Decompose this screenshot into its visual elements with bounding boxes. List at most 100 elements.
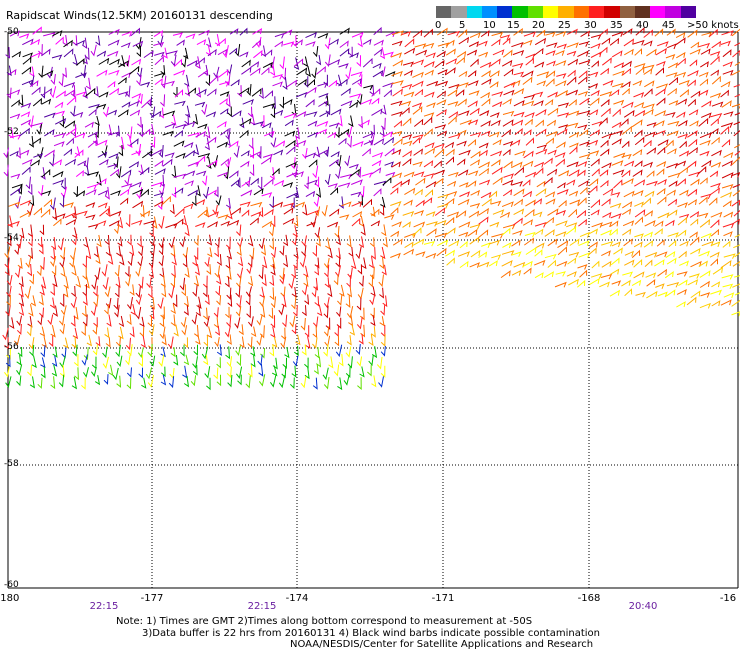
wind-barb	[384, 161, 394, 168]
wind-barb	[63, 82, 76, 88]
wind-barb	[734, 292, 740, 296]
wind-barb	[415, 49, 428, 56]
wind-barb	[391, 40, 403, 47]
wind-barb	[382, 295, 388, 308]
wind-barb	[185, 33, 196, 40]
wind-barb	[591, 60, 599, 68]
wind-barb	[350, 71, 363, 78]
wind-barb	[328, 356, 334, 369]
wind-barb	[403, 171, 415, 178]
wind-barb	[215, 325, 221, 336]
wind-barb	[28, 75, 35, 88]
wind-barb	[731, 299, 740, 307]
wind-barb	[31, 355, 37, 369]
wind-barb	[258, 237, 265, 250]
wind-barb	[624, 259, 635, 266]
wind-barb	[59, 294, 65, 308]
wind-barb	[621, 169, 631, 178]
wind-barb	[110, 190, 121, 196]
colorbar-segment	[680, 6, 697, 18]
lat-label: -58	[4, 459, 19, 469]
wind-barb	[436, 108, 447, 117]
wind-barb	[40, 208, 51, 218]
wind-barb	[167, 336, 174, 350]
wind-barb	[317, 82, 328, 88]
wind-barb	[46, 66, 53, 79]
wind-barb	[459, 119, 472, 126]
wind-barb	[323, 95, 329, 106]
wind-barb	[621, 279, 631, 287]
pass-time-label: 22:15	[247, 601, 277, 612]
wind-barb	[392, 180, 403, 189]
wind-barb	[666, 189, 676, 196]
wind-barb	[665, 72, 678, 78]
wind-barb	[478, 167, 490, 176]
wind-barb	[148, 324, 155, 336]
wind-barb	[151, 149, 163, 156]
wind-barb	[457, 251, 470, 257]
wind-barb	[665, 250, 676, 259]
wind-barb	[490, 200, 502, 207]
wind-barb	[687, 188, 698, 197]
wind-barb	[246, 264, 253, 275]
wind-barb	[39, 307, 44, 318]
wind-barb	[679, 213, 690, 220]
wind-barb	[401, 178, 410, 186]
wind-barb	[305, 190, 316, 198]
wind-barb	[668, 76, 679, 86]
wind-barb	[445, 58, 458, 65]
wind-barb	[118, 315, 125, 327]
wind-barb	[513, 27, 523, 36]
wind-barb	[240, 118, 252, 126]
wind-barb	[246, 305, 251, 319]
wind-barb	[93, 294, 99, 307]
wind-barb	[192, 356, 198, 369]
wind-barb	[120, 169, 132, 178]
wind-barb	[601, 133, 612, 139]
wind-barb	[235, 177, 241, 189]
wind-barb	[491, 31, 504, 38]
wind-barb	[556, 128, 568, 136]
wind-barb	[293, 247, 299, 259]
wind-barb	[402, 158, 412, 166]
wind-barb	[289, 377, 295, 389]
wind-barb	[145, 367, 153, 380]
wind-barb	[107, 163, 118, 170]
wind-barb	[233, 145, 240, 158]
wind-barb	[522, 179, 531, 187]
wind-barb	[126, 126, 133, 139]
wind-barb	[324, 37, 331, 50]
wind-barb	[373, 138, 385, 146]
wind-barb	[676, 51, 686, 59]
wind-barb	[240, 189, 253, 197]
wind-barb	[85, 87, 96, 97]
wind-barb	[207, 221, 218, 228]
wind-barb	[204, 366, 211, 379]
wind-barb	[314, 146, 321, 158]
wind-barb	[363, 139, 374, 146]
wind-barb	[300, 317, 306, 331]
wind-barb	[240, 150, 250, 157]
wind-barb	[721, 183, 734, 190]
wind-barb	[31, 86, 41, 95]
wind-barb	[28, 136, 34, 148]
wind-barb	[73, 186, 78, 197]
wind-barb	[27, 263, 33, 277]
wind-barb	[38, 65, 44, 79]
wind-barb	[258, 87, 264, 100]
wind-barb	[344, 155, 351, 167]
wind-barb	[323, 257, 330, 269]
wind-barb	[709, 170, 719, 178]
wind-barb	[689, 59, 698, 67]
wind-barb	[19, 127, 30, 137]
wind-barb	[154, 51, 165, 58]
wind-barb	[220, 108, 229, 115]
wind-barb	[577, 76, 588, 85]
wind-barb	[149, 297, 155, 310]
wind-barb	[121, 101, 131, 108]
wind-barb	[50, 255, 57, 267]
wind-barb	[502, 242, 512, 249]
wind-barb	[666, 282, 680, 288]
wind-barb	[40, 345, 46, 358]
